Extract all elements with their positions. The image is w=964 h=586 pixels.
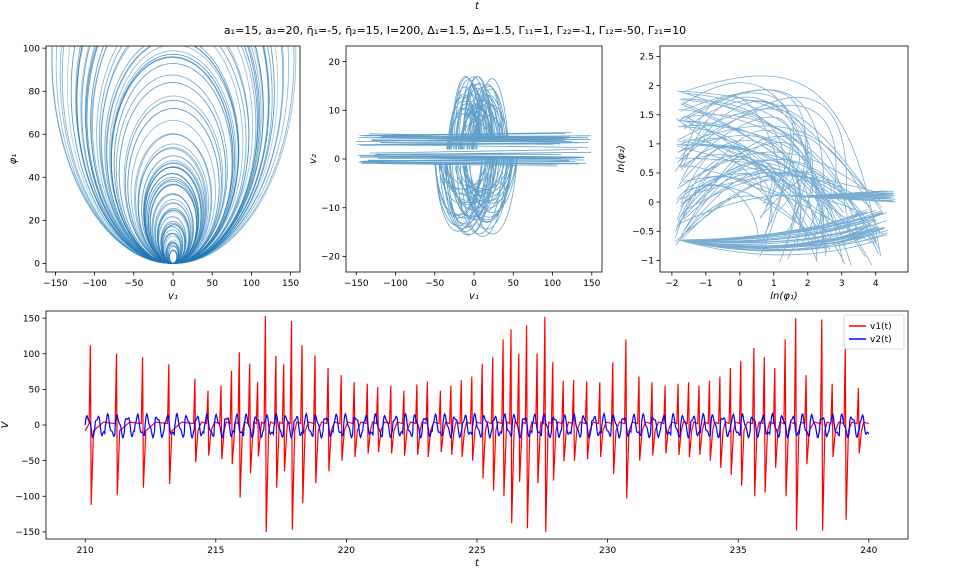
x-tick-label: 230 (599, 546, 616, 556)
y-tick-label: 10 (329, 106, 341, 116)
y-tick-label: −50 (21, 457, 40, 467)
x-tick-label: −100 (82, 279, 107, 289)
x-tick-label: 225 (468, 546, 485, 556)
x-axis-label: v₁ (469, 291, 479, 302)
x-tick-label: 240 (860, 546, 877, 556)
x-tick-label: 0 (471, 279, 477, 289)
y-tick-label: −20 (321, 253, 340, 263)
legend-label: v1(t) (870, 322, 892, 332)
y-tick-label: 20 (329, 58, 341, 68)
plot-area (356, 76, 592, 237)
axes-frame (659, 45, 909, 273)
y-axis-label: v₂ (308, 154, 319, 164)
y-tick-label: 2 (648, 82, 654, 92)
x-tick-label: 4 (873, 279, 879, 289)
x-tick-label: 50 (206, 279, 218, 289)
x-tick-label: 150 (282, 279, 299, 289)
y-tick-label: −0.5 (632, 227, 654, 237)
x-tick-label: 50 (508, 279, 520, 289)
y-tick-label: 0 (34, 260, 40, 270)
legend-label: v2(t) (870, 335, 892, 345)
trajectory (674, 75, 896, 267)
x-tick-label: 2 (805, 279, 811, 289)
y-tick-label: 100 (23, 350, 40, 360)
y-axis-label: V (0, 420, 11, 428)
y-tick-label: −100 (15, 492, 40, 502)
x-axis-label: ln(φ₁) (770, 291, 798, 302)
top-axis-label: t (475, 1, 480, 12)
y-tick-label: 0 (334, 155, 340, 165)
x-tick-label: −2 (665, 279, 678, 289)
y-tick-label: 40 (29, 173, 41, 183)
y-tick-label: 0 (648, 198, 654, 208)
x-tick-label: −100 (383, 279, 408, 289)
x-tick-label: −50 (425, 279, 444, 289)
x-tick-label: 3 (839, 279, 845, 289)
y-axis-label: ln(φ₂) (616, 145, 627, 173)
series-v1 (84, 315, 869, 532)
y-tick-label: 80 (29, 87, 41, 97)
trajectory (356, 76, 592, 237)
series-v2 (84, 411, 870, 440)
x-tick-label: 100 (243, 279, 260, 289)
trajectory-loop (59, 46, 285, 264)
x-tick-label: −150 (43, 279, 68, 289)
x-axis-label: t (475, 558, 480, 569)
y-axis-label: φ₁ (8, 154, 19, 165)
y-tick-label: 150 (23, 314, 40, 324)
y-tick-label: 60 (29, 130, 41, 140)
figure-suptitle: a₁=15, a₂=20, η̄₁=-5, η̄₂=15, I=200, Δ₁=… (224, 24, 686, 37)
x-tick-label: 0 (737, 279, 743, 289)
trajectory-loop (154, 199, 193, 264)
timeseries-plot: 210 215 220 225 230 235 240 −150 −100 −50 0 50 100 15… (0, 310, 909, 569)
y-tick-label: 1.5 (640, 111, 654, 121)
trajectory-loop (61, 46, 284, 264)
x-tick-label: 210 (77, 546, 94, 556)
plot-area (84, 315, 870, 532)
x-tick-label: 235 (730, 546, 747, 556)
x-tick-label: −150 (344, 279, 369, 289)
x-tick-label: −1 (699, 279, 712, 289)
y-tick-label: 20 (29, 217, 41, 227)
x-tick-label: 1 (771, 279, 777, 289)
y-tick-label: 0.5 (640, 169, 654, 179)
x-tick-label: 0 (170, 279, 176, 289)
trajectory-loop (168, 250, 178, 264)
x-tick-label: −50 (124, 279, 143, 289)
plot-area (674, 75, 896, 267)
y-tick-label: 0 (34, 421, 40, 431)
x-axis-label: v₁ (168, 291, 178, 302)
x-tick-label: 220 (338, 546, 355, 556)
y-tick-label: −150 (15, 528, 40, 538)
y-tick-label: 1 (648, 140, 654, 150)
plot-area (51, 46, 297, 264)
y-tick-label: 50 (29, 386, 41, 396)
x-tick-label: 100 (544, 279, 561, 289)
legend-box (843, 314, 905, 350)
y-tick-label: −10 (321, 204, 340, 214)
phase-plot-lnphi1-lnphi2: −2 −1 0 1 2 3 4 −1 −0.5 0 0.5 1 1.5 2 2.5 ln(φ₁) ln(φ₂) (616, 45, 909, 302)
y-tick-label: 100 (23, 44, 40, 54)
y-tick-label: 2.5 (640, 53, 654, 63)
legend: v1(t) v2(t) (843, 314, 905, 350)
phase-plot-v1-phi1: −150 −100 −50 0 50 100 150 0 20 40 60 80 100 v₁ φ₁ (8, 44, 301, 302)
x-tick-label: 150 (583, 279, 600, 289)
y-tick-label: −1 (641, 257, 654, 267)
x-tick-label: 215 (207, 546, 224, 556)
